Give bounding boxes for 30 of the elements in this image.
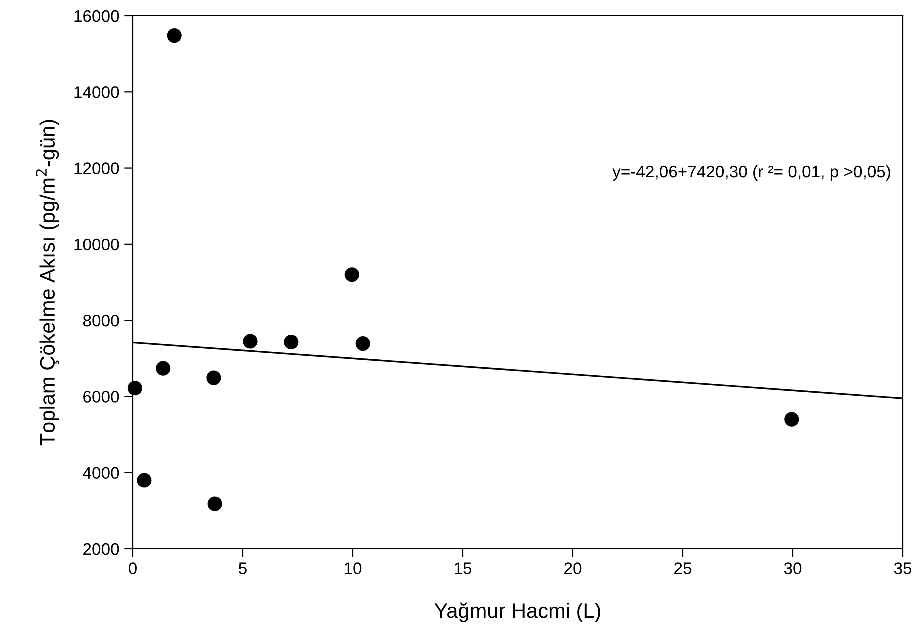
annotation: y=-42,06+7420,30 (r ²= 0,01, p >0,05) [612, 165, 890, 182]
x-tick-label: 35 [894, 562, 912, 574]
point [243, 334, 258, 349]
y-tick-label: 4000 [83, 467, 120, 480]
point [206, 370, 222, 386]
point [156, 361, 171, 376]
x-tick-label: 0 [129, 562, 137, 574]
y-tick-label: 12000 [74, 162, 120, 174]
y-tick-label: 8000 [83, 314, 120, 327]
point [356, 336, 370, 352]
x-tick-label: 25 [674, 562, 692, 574]
x-tick-label: 5 [239, 562, 247, 574]
point [128, 381, 142, 396]
x-tick-label: 20 [564, 562, 582, 574]
y-tick-label: 16000 [74, 10, 120, 22]
point [167, 28, 182, 44]
point [137, 473, 152, 488]
y-tick-label: 6000 [84, 391, 120, 403]
point [344, 268, 360, 282]
y-tick-label: 10000 [74, 238, 120, 251]
x-tick-label: 15 [455, 562, 472, 574]
y-axis-title: Toplam Çökelme Akısı (pg/m$^{2}$-gün) [36, 120, 60, 446]
y-tick-label: 14000 [74, 86, 120, 98]
x-tick-label: 30 [784, 562, 802, 574]
point [784, 412, 800, 427]
y-tick-label: 2000 [84, 543, 120, 556]
x-tick-label: 10 [345, 562, 362, 574]
x-axis-title: Yağmur Hacmi (L) [434, 602, 600, 622]
point [284, 334, 299, 350]
point [208, 496, 222, 512]
